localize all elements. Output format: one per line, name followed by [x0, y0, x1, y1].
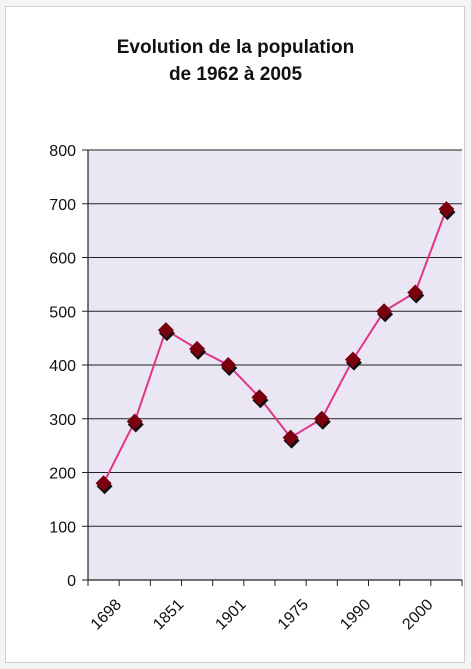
y-tick-label: 0 — [67, 573, 76, 590]
data-point — [126, 413, 144, 433]
y-tick-label: 600 — [49, 251, 76, 268]
data-point — [220, 357, 238, 376]
series-line — [102, 208, 448, 484]
data-point-marker — [251, 389, 268, 406]
y-tick-label: 200 — [49, 466, 76, 483]
y-tick-labels: 0 100 200 300 400 500 600 700 800 — [49, 143, 76, 590]
data-point — [376, 303, 394, 323]
x-tick-label: 1901 — [212, 596, 249, 633]
data-point-marker — [438, 201, 455, 218]
series-group — [95, 201, 456, 495]
x-tick-labels: 1698 1851 1901 1975 1990 2000 — [88, 596, 437, 633]
y-tick-label: 300 — [49, 412, 76, 429]
y-tick-label: 500 — [49, 304, 76, 321]
y-tick-label: 100 — [49, 519, 76, 536]
x-tick-label: 1698 — [88, 596, 125, 633]
y-tick-label: 800 — [49, 143, 76, 160]
y-tick-label: 400 — [49, 358, 76, 375]
data-point-marker — [313, 410, 330, 427]
data-point-marker — [282, 429, 299, 446]
data-point-marker — [376, 303, 393, 320]
chart-title-line-1: Evolution de la population — [116, 37, 355, 58]
data-point — [438, 201, 456, 221]
data-point — [251, 389, 269, 409]
data-point — [344, 351, 362, 371]
data-point — [95, 475, 113, 495]
data-point-marker — [126, 413, 143, 430]
data-point-marker — [95, 475, 112, 492]
data-point — [189, 340, 207, 360]
x-tick-label: 2000 — [399, 596, 436, 633]
x-tick-label: 1975 — [275, 596, 312, 633]
data-point-marker — [220, 357, 237, 373]
axes — [82, 149, 463, 586]
y-tick-label: 700 — [49, 197, 76, 214]
data-point — [157, 322, 175, 342]
data-point-marker — [407, 284, 424, 301]
x-tick-label: 1990 — [337, 596, 374, 633]
x-tick-label: 1851 — [150, 596, 187, 633]
data-point — [282, 429, 300, 449]
data-point — [313, 410, 331, 430]
data-point-marker — [344, 351, 361, 368]
chart-title-line-2: de 1962 à 2005 — [168, 64, 303, 85]
data-point — [407, 284, 425, 304]
data-point-marker — [189, 340, 206, 357]
data-point-marker — [157, 322, 174, 339]
